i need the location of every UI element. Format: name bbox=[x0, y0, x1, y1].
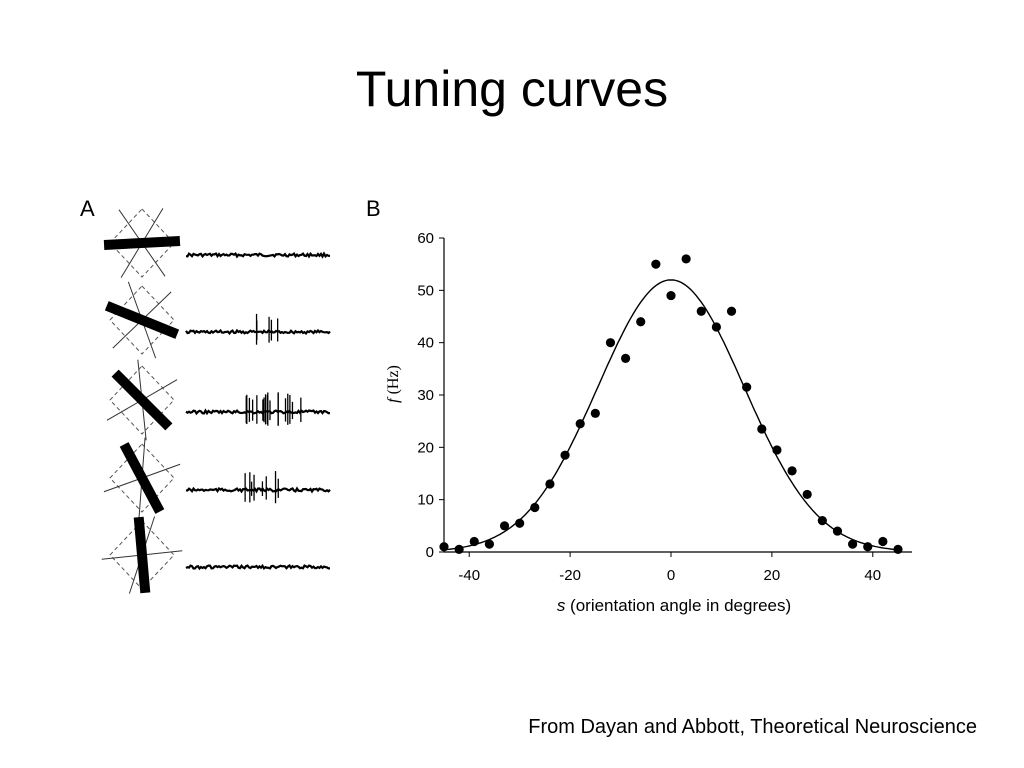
data-point bbox=[621, 353, 631, 363]
data-point bbox=[545, 479, 555, 489]
data-point bbox=[711, 322, 722, 332]
data-point bbox=[575, 419, 585, 429]
y-tick-label: 50 bbox=[417, 282, 434, 299]
stimulus-row bbox=[103, 208, 181, 278]
data-point bbox=[681, 254, 691, 264]
figure: A B -40 -20 0 20 40 0 10 20 30 40 50 60 s (orienta… bbox=[80, 196, 912, 615]
data-point bbox=[802, 489, 812, 500]
panel-b-label: B bbox=[366, 196, 381, 221]
panel-a-label: A bbox=[80, 196, 95, 221]
y-tick-label: 20 bbox=[417, 439, 434, 456]
data-point bbox=[515, 518, 525, 528]
tuning-curve-chart: -40 -20 0 20 40 0 10 20 30 40 50 60 s (orientation… bbox=[385, 230, 912, 615]
spike-trace-baseline bbox=[185, 563, 330, 571]
data-point bbox=[772, 445, 782, 455]
x-tick-label: -40 bbox=[458, 567, 480, 584]
data-point bbox=[757, 424, 767, 434]
data-point bbox=[560, 450, 570, 460]
data-point bbox=[893, 544, 903, 554]
data-point bbox=[590, 408, 600, 418]
x-axis-label: s (orientation angle in degrees) bbox=[557, 596, 791, 615]
receptive-field-outline bbox=[109, 365, 175, 435]
data-point bbox=[530, 502, 540, 513]
stimulus-bar bbox=[119, 442, 165, 514]
stimulus-row bbox=[106, 359, 178, 441]
y-tick-label: 0 bbox=[426, 544, 434, 561]
y-tick-label: 40 bbox=[417, 335, 434, 352]
data-point bbox=[848, 539, 858, 549]
data-points bbox=[439, 254, 903, 554]
stimulus-row bbox=[101, 516, 183, 594]
data-point bbox=[439, 542, 449, 552]
receptive-field-outline bbox=[109, 208, 175, 278]
x-axis-label-text: (orientation angle in degrees) bbox=[565, 596, 791, 615]
spike-trace-baseline bbox=[185, 328, 331, 336]
data-point bbox=[817, 516, 827, 526]
x-tick-label: 20 bbox=[764, 567, 781, 584]
spike-trace-baseline bbox=[185, 486, 331, 494]
data-point bbox=[878, 536, 888, 547]
x-tick-labels: -40 -20 0 20 40 bbox=[458, 567, 881, 584]
citation: From Dayan and Abbott, Theoretical Neuro… bbox=[528, 716, 977, 738]
x-tick-label: -20 bbox=[559, 567, 581, 584]
data-point bbox=[484, 539, 494, 549]
y-axis-label-variable: f bbox=[385, 396, 402, 403]
panel-a-stimuli bbox=[101, 208, 331, 594]
data-point bbox=[742, 382, 752, 392]
stimulus-row bbox=[104, 281, 180, 359]
data-point bbox=[666, 290, 676, 301]
stimulus-bar bbox=[104, 301, 180, 339]
data-point bbox=[499, 521, 510, 531]
stimulus-bar bbox=[103, 236, 181, 250]
stimulus-row bbox=[103, 437, 181, 519]
data-point bbox=[787, 466, 797, 476]
y-tick-label: 30 bbox=[417, 387, 434, 404]
stimulus-bar bbox=[133, 516, 151, 594]
x-tick-label: 0 bbox=[667, 567, 675, 584]
data-point bbox=[454, 544, 464, 554]
y-axis-label: f (Hz) bbox=[385, 365, 402, 403]
stimulus-bar bbox=[111, 369, 173, 431]
data-point bbox=[863, 542, 873, 552]
chart-axes bbox=[439, 237, 912, 557]
spike-trace-baseline bbox=[185, 408, 330, 416]
y-tick-label: 10 bbox=[417, 492, 434, 509]
y-tick-labels: 0 10 20 30 40 50 60 bbox=[417, 230, 434, 561]
data-point bbox=[696, 306, 706, 316]
data-point bbox=[636, 317, 646, 327]
receptive-field-outline bbox=[109, 443, 175, 513]
y-axis-label-text: (Hz) bbox=[385, 365, 402, 398]
data-point bbox=[651, 259, 661, 269]
data-point bbox=[832, 526, 843, 536]
data-point bbox=[605, 338, 616, 348]
data-point bbox=[726, 306, 737, 316]
spike-trace-baseline bbox=[185, 251, 331, 259]
gaussian-fit-curve bbox=[443, 279, 899, 551]
y-tick-label: 60 bbox=[417, 230, 434, 247]
slide-title: Tuning curves bbox=[355, 61, 669, 117]
data-point bbox=[469, 536, 479, 547]
x-axis-label-variable: s bbox=[557, 596, 566, 615]
x-tick-label: 40 bbox=[864, 567, 881, 584]
